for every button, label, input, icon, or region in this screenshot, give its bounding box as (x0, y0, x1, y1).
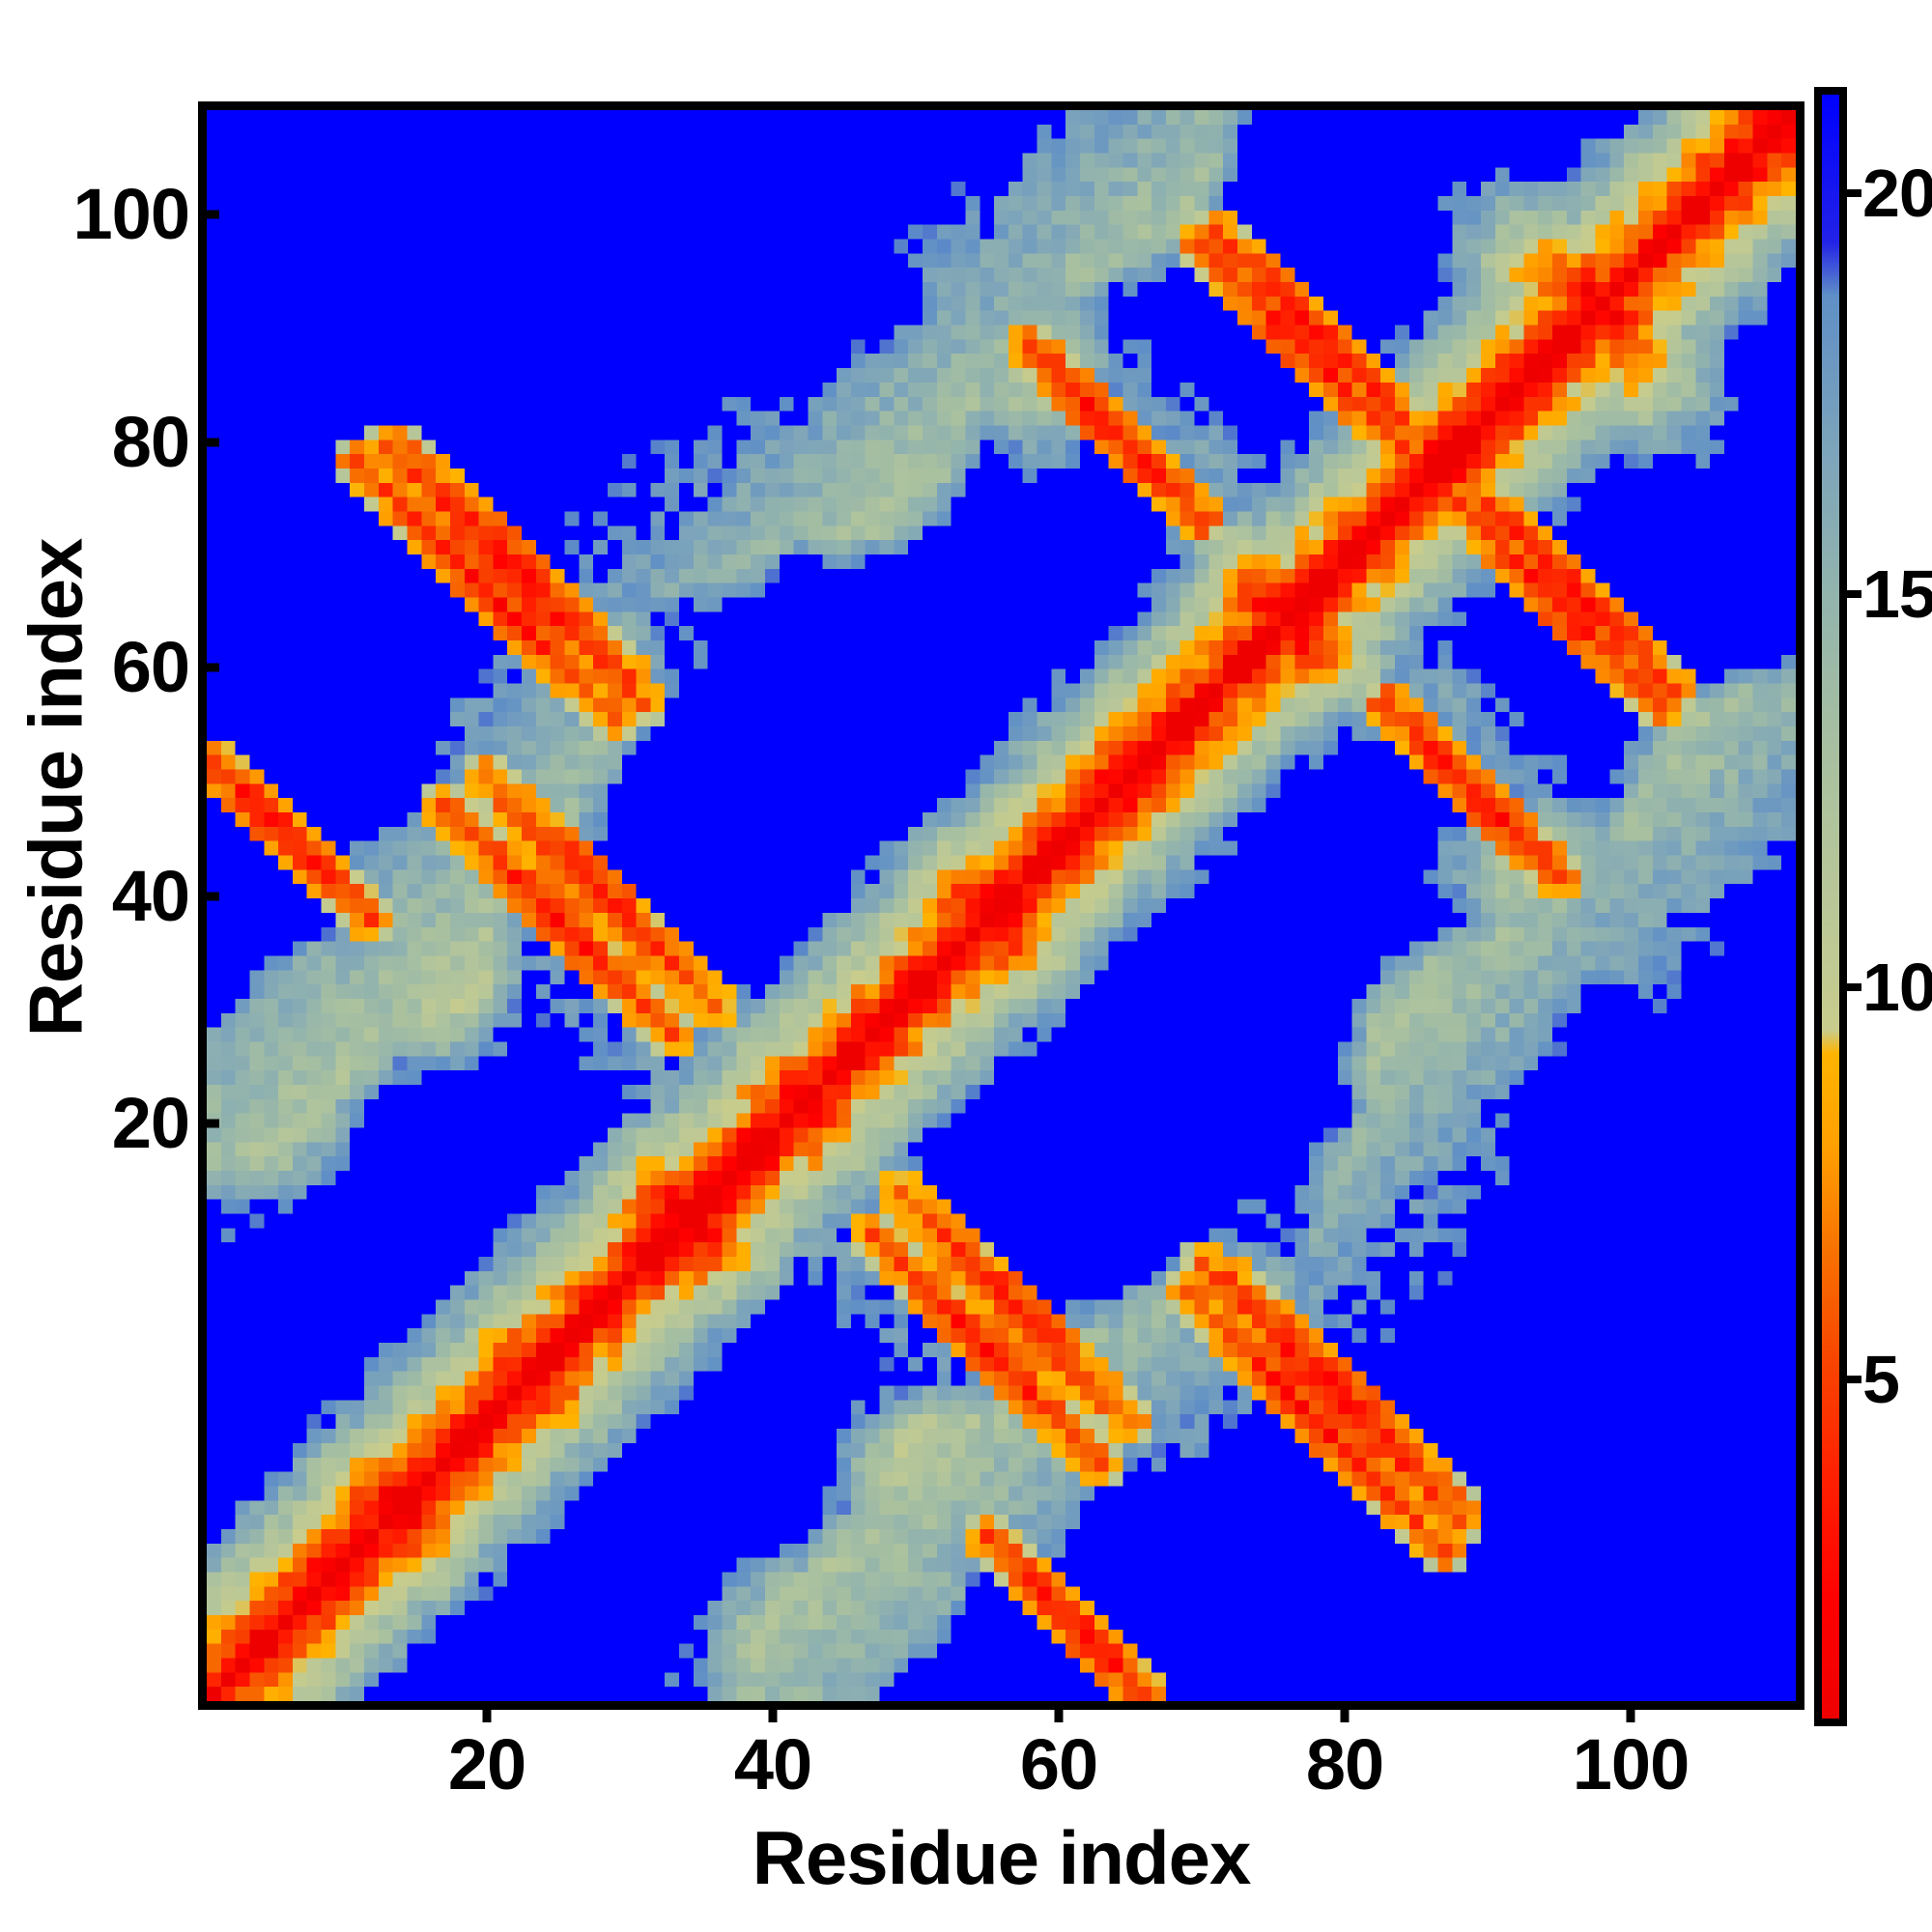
y-tick-label-80: 80 (111, 402, 190, 482)
x-tick-mark-20 (482, 1701, 492, 1722)
y-tick-mark-40 (198, 892, 219, 901)
colorbar-tick-mark-5 (1845, 1376, 1861, 1383)
y-tick-mark-100 (198, 210, 219, 219)
colorbar-tick-mark-20 (1845, 189, 1861, 197)
x-tick-mark-60 (1054, 1701, 1064, 1722)
residue-distance-heatmap[interactable] (207, 110, 1796, 1701)
x-tick-label-80: 80 (1305, 1724, 1384, 1804)
x-tick-mark-80 (1340, 1701, 1350, 1722)
colorbar-tick-label-15: 15 (1862, 556, 1932, 632)
x-tick-mark-100 (1626, 1701, 1635, 1722)
colorbar-tick-mark-10 (1845, 983, 1861, 991)
y-tick-label-100: 100 (72, 174, 190, 254)
x-tick-label-100: 100 (1572, 1724, 1690, 1804)
y-tick-mark-60 (198, 663, 219, 672)
x-tick-label-40: 40 (733, 1724, 812, 1804)
y-tick-label-20: 20 (111, 1083, 190, 1163)
heatmap-plot-area[interactable] (198, 101, 1804, 1710)
x-tick-mark-40 (768, 1701, 778, 1722)
colorbar-tick-label-5: 5 (1862, 1342, 1900, 1417)
y-tick-mark-20 (198, 1119, 219, 1128)
colorbar-gradient (1822, 95, 1839, 1719)
y-tick-mark-80 (198, 438, 219, 447)
x-tick-label-20: 20 (447, 1724, 526, 1804)
colorbar-tick-label-20: 20 (1862, 156, 1932, 231)
y-tick-label-40: 40 (111, 856, 190, 936)
colorbar-tick-mark-15 (1845, 590, 1861, 598)
colorbar-tick-label-10: 10 (1862, 950, 1932, 1025)
y-axis-tick-label-group: 100 80 60 40 20 (0, 0, 190, 1932)
y-tick-label-60: 60 (111, 627, 190, 707)
x-axis-title: Residue index (752, 1815, 1252, 1900)
x-tick-label-60: 60 (1019, 1724, 1098, 1804)
colorbar[interactable] (1814, 87, 1847, 1726)
y-axis-title: Residue index (13, 538, 99, 1037)
